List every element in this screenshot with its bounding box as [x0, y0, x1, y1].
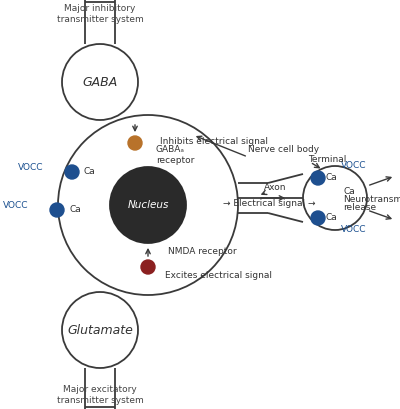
Text: Ca: Ca — [84, 168, 96, 177]
Text: Major inhibitory
transmitter system: Major inhibitory transmitter system — [57, 4, 143, 24]
Text: Nucleus: Nucleus — [127, 200, 169, 210]
Circle shape — [65, 165, 79, 179]
Text: GABAₐ
receptor: GABAₐ receptor — [156, 145, 194, 165]
Text: Ca: Ca — [326, 213, 338, 222]
Text: VOCC: VOCC — [3, 202, 28, 211]
Text: GABA: GABA — [82, 76, 118, 88]
Text: VOCC: VOCC — [18, 164, 44, 173]
Circle shape — [128, 136, 142, 150]
Text: Glutamate: Glutamate — [67, 324, 133, 337]
Text: Major excitatory
transmitter system: Major excitatory transmitter system — [57, 385, 143, 405]
Text: Inhibits electrical signal: Inhibits electrical signal — [160, 137, 268, 146]
Text: → Electrical signal →: → Electrical signal → — [223, 200, 315, 209]
Text: VOCC: VOCC — [341, 160, 366, 169]
Text: Ca: Ca — [69, 205, 81, 214]
Text: Neurotransmitter: Neurotransmitter — [343, 196, 400, 204]
Circle shape — [50, 203, 64, 217]
Text: NMDA receptor: NMDA receptor — [168, 247, 237, 256]
Text: Nerve cell body: Nerve cell body — [248, 146, 319, 155]
Text: Excites electrical signal: Excites electrical signal — [165, 270, 272, 279]
Text: release: release — [343, 204, 376, 213]
Circle shape — [311, 211, 325, 225]
Text: VOCC: VOCC — [341, 225, 366, 234]
Circle shape — [141, 260, 155, 274]
Text: Ca: Ca — [326, 173, 338, 182]
Text: Axon: Axon — [264, 182, 286, 191]
Circle shape — [110, 167, 186, 243]
Text: Ca: Ca — [343, 187, 355, 196]
Circle shape — [311, 171, 325, 185]
Text: Terminal: Terminal — [308, 155, 346, 164]
